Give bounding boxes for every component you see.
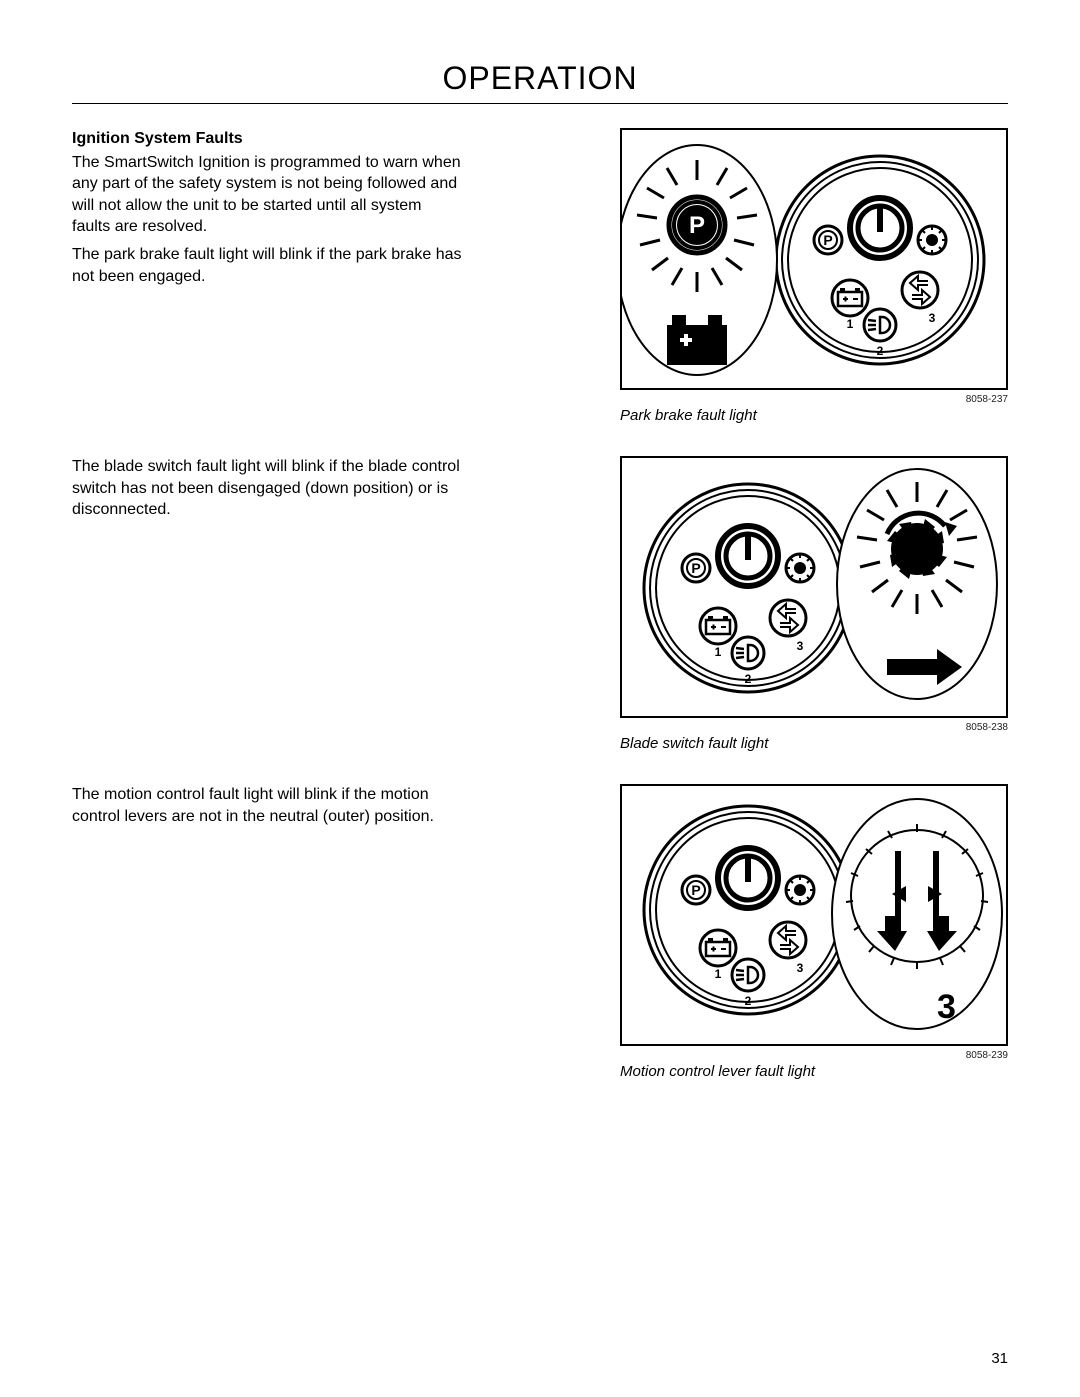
text-col-1: Ignition System Faults The SmartSwitch I… bbox=[72, 128, 464, 424]
big-p-label: P bbox=[689, 212, 705, 239]
blade-callout-icon bbox=[827, 464, 1007, 714]
row-motion-control: The motion control fault light will blin… bbox=[72, 784, 1008, 1080]
motion-callout-icon: 3 bbox=[822, 796, 1008, 1044]
park-brake-callout-icon: P bbox=[620, 140, 802, 390]
intro-paragraph: The SmartSwitch Ignition is programmed t… bbox=[72, 152, 464, 238]
text-col-2: The blade switch fault light will blink … bbox=[72, 456, 464, 752]
fig-ref-3: 8058-239 bbox=[620, 1050, 1008, 1061]
blade-switch-paragraph: The blade switch fault light will blink … bbox=[72, 456, 464, 521]
fig-col-2: P 1 2 3 bbox=[488, 456, 1008, 752]
fig-ref-1: 8058-237 bbox=[620, 394, 1008, 405]
fig-col-1: P bbox=[488, 128, 1008, 424]
gauge-dial-icon: P bbox=[770, 150, 990, 370]
svg-text:2: 2 bbox=[745, 672, 752, 686]
title-rule bbox=[72, 103, 1008, 104]
svg-text:1: 1 bbox=[715, 967, 722, 981]
svg-text:1: 1 bbox=[715, 645, 722, 659]
fig-caption-3: Motion control lever fault light bbox=[620, 1063, 1008, 1080]
row-park-brake: Ignition System Faults The SmartSwitch I… bbox=[72, 128, 1008, 424]
row-blade-switch: The blade switch fault light will blink … bbox=[72, 456, 1008, 752]
num-3: 3 bbox=[929, 311, 936, 325]
text-col-3: The motion control fault light will blin… bbox=[72, 784, 464, 1080]
section-heading: Ignition System Faults bbox=[72, 128, 464, 150]
svg-text:2: 2 bbox=[745, 994, 752, 1008]
svg-text:P: P bbox=[691, 560, 700, 576]
fig-col-3: P 1 2 3 bbox=[488, 784, 1008, 1080]
gauge-dial-icon: P 1 2 3 bbox=[638, 478, 858, 698]
svg-text:3: 3 bbox=[797, 639, 804, 653]
fig-caption-1: Park brake fault light bbox=[620, 407, 1008, 424]
page-title: OPERATION bbox=[72, 60, 1008, 97]
p-label: P bbox=[823, 232, 832, 248]
figure-motion-control: P 1 2 3 bbox=[620, 784, 1008, 1046]
manual-page: OPERATION Ignition System Faults The Sma… bbox=[0, 0, 1080, 1397]
num-1: 1 bbox=[847, 317, 854, 331]
svg-text:3: 3 bbox=[797, 961, 804, 975]
big-num-3: 3 bbox=[937, 988, 956, 1026]
figure-blade-switch: P 1 2 3 bbox=[620, 456, 1008, 718]
page-number: 31 bbox=[991, 1350, 1008, 1367]
park-brake-paragraph: The park brake fault light will blink if… bbox=[72, 244, 464, 287]
num-2: 2 bbox=[877, 344, 884, 358]
fig-ref-2: 8058-238 bbox=[620, 722, 1008, 733]
motion-control-paragraph: The motion control fault light will blin… bbox=[72, 784, 464, 827]
svg-text:P: P bbox=[691, 882, 700, 898]
fig-caption-2: Blade switch fault light bbox=[620, 735, 1008, 752]
figure-park-brake: P bbox=[620, 128, 1008, 390]
